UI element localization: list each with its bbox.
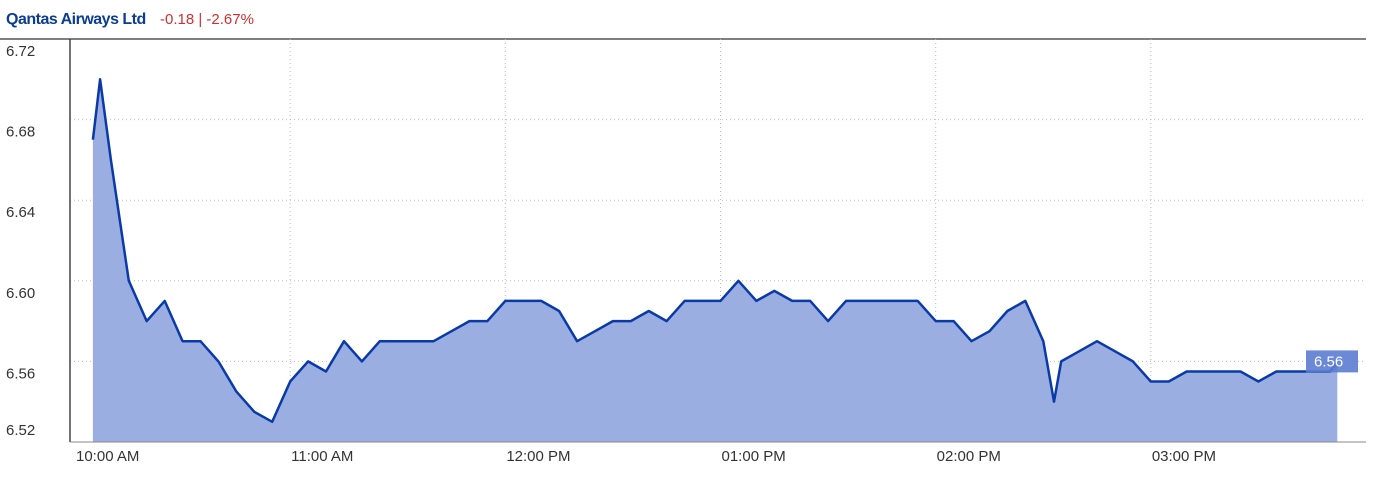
x-tick-label: 03:00 PM	[1152, 448, 1216, 465]
y-tick-label: 6.56	[6, 365, 35, 382]
x-tick-label: 01:00 PM	[722, 448, 786, 465]
line	[91, 78, 1339, 424]
x-tick-label: 12:00 PM	[506, 448, 570, 465]
x-tick-label: 11:00 AM	[291, 448, 353, 465]
area	[92, 79, 1338, 443]
y-tick-label: 6.64	[6, 204, 35, 221]
y-tick-label: 6.68	[6, 124, 35, 141]
last-price-box	[1306, 350, 1358, 373]
last-price-label: 6.56	[1314, 353, 1343, 370]
chart-title: Qantas Airways Ltd	[6, 11, 146, 28]
x-tick-label: 10:00 AM	[76, 448, 139, 465]
y-tick-label: 6.72	[6, 43, 35, 60]
y-tick-label: 6.52	[6, 422, 35, 439]
price-change: -0.18 | -2.67%	[160, 11, 254, 28]
x-tick-label: 02:00 PM	[937, 448, 1001, 465]
y-tick-label: 6.60	[6, 285, 35, 302]
